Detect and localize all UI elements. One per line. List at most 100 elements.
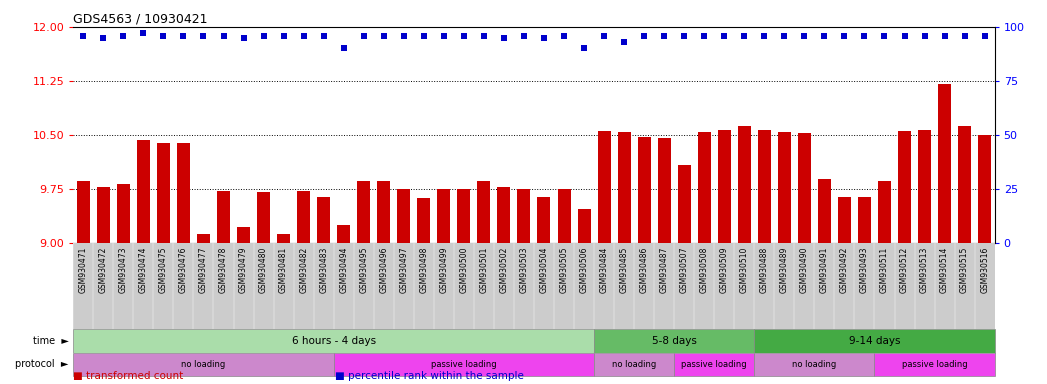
Bar [377, 181, 391, 243]
Bar [898, 131, 911, 243]
Point [536, 35, 553, 41]
Text: GSM930477: GSM930477 [199, 247, 208, 293]
Point [756, 32, 773, 38]
Point [396, 32, 413, 38]
Text: GSM930504: GSM930504 [539, 247, 549, 293]
Bar [73, 353, 334, 376]
Point [115, 32, 132, 38]
Point [936, 32, 953, 38]
Text: GSM930472: GSM930472 [98, 247, 108, 293]
Bar [237, 227, 250, 243]
Text: GSM930490: GSM930490 [800, 247, 809, 293]
Point [675, 32, 692, 38]
Bar [197, 234, 210, 243]
Text: GSM930512: GSM930512 [900, 247, 909, 293]
Text: no loading: no loading [181, 360, 225, 369]
Bar [497, 187, 511, 243]
Text: GSM930514: GSM930514 [940, 247, 949, 293]
Text: GSM930491: GSM930491 [820, 247, 829, 293]
Text: GSM930493: GSM930493 [860, 247, 869, 293]
Bar [674, 353, 754, 376]
Text: GSM930501: GSM930501 [480, 247, 488, 293]
Bar [117, 184, 130, 243]
Bar [618, 132, 630, 243]
Point [616, 39, 632, 45]
Text: GSM930510: GSM930510 [740, 247, 749, 293]
Text: GSM930494: GSM930494 [339, 247, 349, 293]
Text: GSM930508: GSM930508 [699, 247, 709, 293]
Point [796, 32, 812, 38]
Point [916, 32, 933, 38]
Point [856, 32, 873, 38]
Point [596, 32, 612, 38]
Bar [598, 131, 610, 243]
Text: GSM930503: GSM930503 [519, 247, 529, 293]
Bar [477, 182, 490, 243]
Text: GSM930495: GSM930495 [359, 247, 369, 293]
Point [315, 32, 332, 38]
Point [576, 45, 593, 51]
Bar [438, 189, 450, 243]
Point [876, 32, 893, 38]
Text: time  ►: time ► [32, 336, 69, 346]
Bar [297, 191, 310, 243]
Point [255, 32, 272, 38]
Bar [357, 181, 371, 243]
Point [155, 32, 172, 38]
Text: GSM930496: GSM930496 [379, 247, 388, 293]
Bar [798, 132, 810, 243]
Text: GSM930476: GSM930476 [179, 247, 188, 293]
Text: GSM930483: GSM930483 [319, 247, 328, 293]
Bar [258, 192, 270, 243]
Text: GSM930505: GSM930505 [559, 247, 569, 293]
Bar [578, 209, 591, 243]
Bar [878, 182, 891, 243]
Point [135, 30, 152, 36]
Bar [517, 189, 531, 243]
Text: 5-8 days: 5-8 days [651, 336, 696, 346]
Point [515, 32, 532, 38]
Text: GSM930498: GSM930498 [419, 247, 428, 293]
Bar [594, 329, 754, 353]
Bar [76, 182, 90, 243]
Text: GSM930516: GSM930516 [980, 247, 989, 293]
Bar [334, 353, 594, 376]
Bar [697, 132, 711, 243]
Bar [537, 197, 551, 243]
Bar [277, 234, 290, 243]
Point [175, 32, 192, 38]
Text: GSM930502: GSM930502 [499, 247, 509, 293]
Point [195, 32, 211, 38]
Text: 6 hours - 4 days: 6 hours - 4 days [292, 336, 376, 346]
Bar [397, 189, 410, 243]
Bar [557, 189, 571, 243]
Bar [418, 198, 430, 243]
Bar [677, 165, 691, 243]
Point [736, 32, 753, 38]
Text: GSM930480: GSM930480 [259, 247, 268, 293]
Text: GSM930513: GSM930513 [920, 247, 929, 293]
Bar [778, 132, 790, 243]
Text: GSM930479: GSM930479 [239, 247, 248, 293]
Point [295, 32, 312, 38]
Text: 9-14 days: 9-14 days [849, 336, 900, 346]
Text: GSM930473: GSM930473 [119, 247, 128, 293]
Point [776, 32, 793, 38]
Bar [337, 225, 350, 243]
Point [95, 35, 112, 41]
Text: GSM930485: GSM930485 [620, 247, 628, 293]
Text: GSM930492: GSM930492 [840, 247, 849, 293]
Point [556, 32, 573, 38]
Point [655, 32, 672, 38]
Bar [317, 197, 330, 243]
Point [416, 32, 432, 38]
Point [716, 32, 733, 38]
Bar [758, 131, 771, 243]
Bar [177, 143, 190, 243]
Point [376, 32, 393, 38]
Text: protocol  ►: protocol ► [16, 359, 69, 369]
Text: passive loading: passive loading [682, 360, 748, 369]
Bar [818, 179, 831, 243]
Text: GSM930509: GSM930509 [719, 247, 729, 293]
Point [475, 32, 492, 38]
